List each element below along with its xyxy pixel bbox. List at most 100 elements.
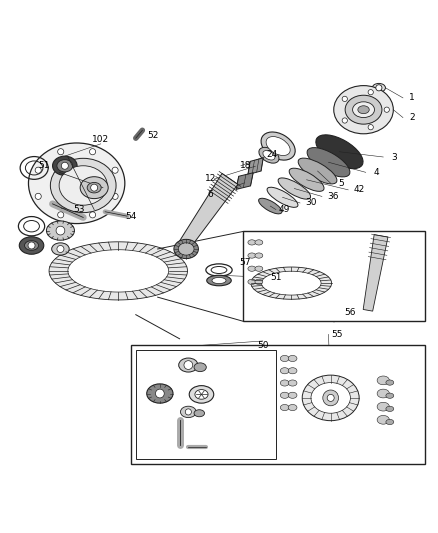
Ellipse shape (278, 178, 311, 199)
Ellipse shape (266, 136, 290, 156)
Text: 24: 24 (266, 150, 277, 159)
Text: 51: 51 (270, 273, 282, 282)
Ellipse shape (195, 390, 208, 399)
Ellipse shape (288, 368, 297, 374)
Circle shape (327, 394, 334, 401)
Ellipse shape (19, 237, 44, 254)
Circle shape (155, 389, 164, 398)
Ellipse shape (52, 243, 69, 255)
Circle shape (91, 184, 98, 191)
Ellipse shape (288, 405, 297, 410)
Ellipse shape (288, 392, 297, 398)
Circle shape (376, 85, 382, 91)
Ellipse shape (377, 415, 389, 424)
Ellipse shape (80, 177, 108, 199)
Ellipse shape (258, 198, 282, 214)
Polygon shape (177, 173, 238, 253)
Ellipse shape (386, 419, 394, 425)
Ellipse shape (298, 158, 337, 184)
Circle shape (58, 212, 64, 218)
Circle shape (342, 118, 347, 123)
Bar (243, 231, 425, 321)
Text: 54: 54 (126, 212, 137, 221)
Ellipse shape (46, 221, 74, 240)
Ellipse shape (386, 406, 394, 411)
Ellipse shape (248, 266, 256, 271)
Circle shape (323, 390, 339, 406)
Circle shape (384, 107, 389, 112)
Text: 18: 18 (240, 161, 251, 170)
Ellipse shape (59, 166, 107, 205)
Circle shape (112, 167, 118, 173)
Circle shape (184, 361, 193, 369)
Ellipse shape (302, 375, 359, 421)
Ellipse shape (377, 402, 389, 411)
Ellipse shape (255, 266, 263, 271)
Text: 30: 30 (305, 198, 317, 207)
Text: 5: 5 (339, 179, 345, 188)
Ellipse shape (289, 168, 324, 191)
Ellipse shape (179, 358, 198, 372)
Ellipse shape (372, 84, 385, 92)
Text: 51: 51 (38, 161, 49, 170)
Circle shape (112, 193, 118, 199)
Ellipse shape (25, 241, 39, 251)
Circle shape (61, 162, 68, 169)
Text: 2: 2 (409, 113, 414, 122)
Ellipse shape (207, 275, 231, 286)
Text: 53: 53 (73, 205, 85, 214)
Ellipse shape (334, 86, 393, 134)
Text: 36: 36 (327, 192, 339, 201)
Ellipse shape (311, 383, 350, 413)
Text: 3: 3 (391, 152, 397, 161)
Ellipse shape (50, 158, 116, 213)
Bar (136, 350, 276, 459)
Circle shape (342, 96, 347, 101)
Ellipse shape (261, 132, 295, 160)
Ellipse shape (358, 106, 369, 114)
Ellipse shape (255, 279, 263, 285)
Ellipse shape (248, 279, 256, 285)
Ellipse shape (87, 182, 101, 193)
Text: 6: 6 (207, 190, 213, 199)
Circle shape (35, 193, 41, 199)
Circle shape (368, 125, 373, 130)
Ellipse shape (263, 150, 275, 160)
Text: 12: 12 (205, 174, 216, 183)
Text: 102: 102 (92, 135, 110, 144)
Text: 1: 1 (409, 93, 415, 102)
Polygon shape (251, 267, 332, 299)
Ellipse shape (194, 363, 206, 372)
Circle shape (35, 167, 41, 173)
Ellipse shape (53, 156, 77, 175)
Polygon shape (248, 158, 263, 174)
Circle shape (89, 212, 95, 218)
Ellipse shape (280, 405, 289, 410)
Ellipse shape (386, 393, 394, 398)
Text: 4: 4 (374, 168, 379, 177)
Ellipse shape (248, 240, 256, 245)
Ellipse shape (280, 356, 289, 361)
Ellipse shape (174, 239, 198, 259)
Ellipse shape (377, 376, 389, 385)
Text: 42: 42 (353, 185, 365, 195)
Ellipse shape (189, 386, 214, 403)
Polygon shape (68, 250, 169, 292)
Ellipse shape (255, 253, 263, 258)
Bar (131, 345, 425, 464)
Ellipse shape (194, 410, 205, 417)
Circle shape (28, 242, 35, 249)
Polygon shape (49, 242, 187, 300)
Ellipse shape (178, 243, 194, 255)
Polygon shape (236, 173, 253, 189)
Ellipse shape (57, 159, 73, 172)
Polygon shape (363, 235, 388, 311)
Ellipse shape (316, 135, 363, 168)
Ellipse shape (180, 406, 196, 418)
Ellipse shape (248, 253, 256, 258)
Ellipse shape (255, 240, 263, 245)
Circle shape (57, 246, 64, 253)
Circle shape (185, 409, 191, 415)
Circle shape (56, 226, 65, 235)
Ellipse shape (345, 95, 382, 124)
